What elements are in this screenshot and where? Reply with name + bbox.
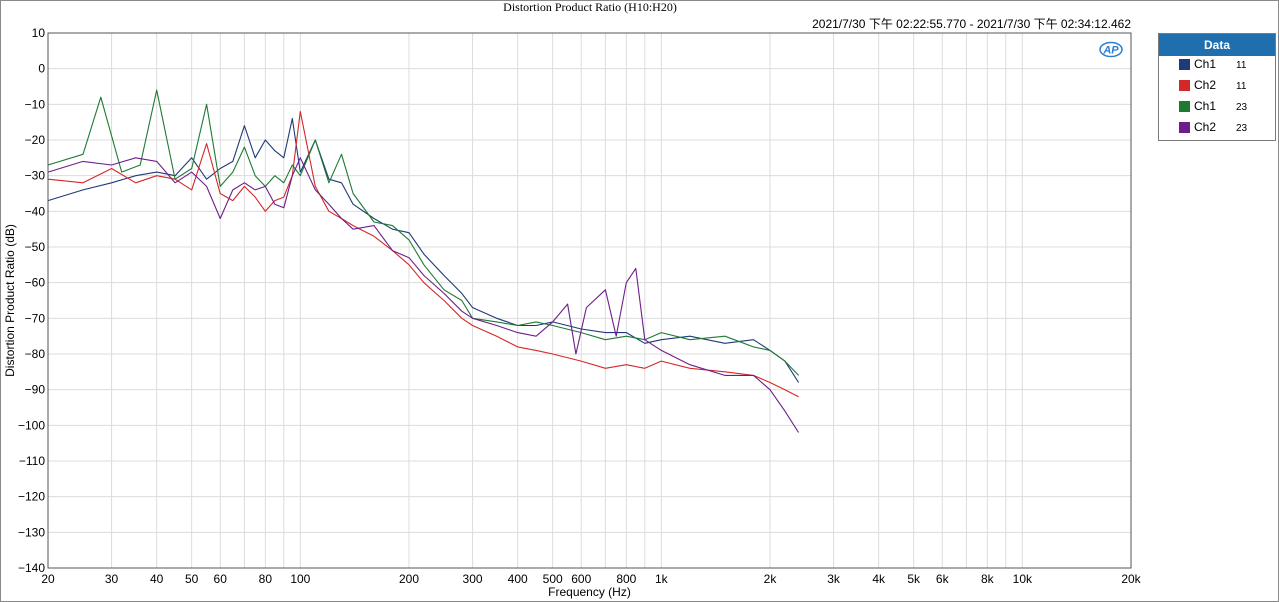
legend-sublabel: 11 [1236,81,1247,92]
x-tick-label: 600 [571,572,591,586]
legend-swatch [1179,101,1190,112]
x-tick-label: 800 [616,572,636,586]
y-tick-label: −120 [18,490,45,504]
x-tick-label: 100 [290,572,310,586]
legend-sublabel: 23 [1236,102,1248,113]
y-tick-label: −110 [19,454,45,468]
y-tick-label: −10 [25,97,46,111]
x-tick-label: 20 [41,572,55,586]
x-tick-label: 10k [1013,572,1033,586]
y-tick-label: −100 [18,418,45,432]
legend-sublabel: 23 [1236,123,1248,134]
y-tick-label: −50 [25,240,46,254]
y-tick-label: −140 [18,561,45,575]
svg-text:AP: AP [1102,45,1119,57]
series-line-3 [47,89,799,376]
x-tick-label: 5k [907,572,921,586]
y-tick-label: −30 [25,169,46,183]
x-tick-label: 60 [214,572,228,586]
legend-sublabel: 11 [1236,60,1247,71]
x-tick-label: 50 [185,572,199,586]
y-tick-label: −60 [25,276,46,290]
legend-swatch [1179,80,1190,91]
legend-label: Ch2 [1194,120,1217,134]
y-tick-label: −80 [25,347,46,361]
legend-item[interactable]: Ch2 23 [1159,119,1275,140]
x-tick-label: 80 [259,572,273,586]
chart-title: Distortion Product Ratio (H10:H20) [503,0,677,14]
series-lines [47,89,800,433]
x-tick-label: 20k [1121,572,1141,586]
legend-label: Ch2 [1194,78,1217,92]
legend-label: Ch1 [1194,99,1217,113]
series-line-1 [47,118,800,383]
legend: Data Ch1 11 Ch2 11 Ch1 23 Ch2 23 [1158,33,1276,141]
y-tick-label: −40 [25,204,46,218]
chart-timestamp: 2021/7/30 下午 02:22:55.770 - 2021/7/30 下午… [812,17,1131,31]
x-tick-label: 200 [399,572,419,586]
legend-item[interactable]: Ch1 23 [1159,98,1275,119]
legend-title: Data [1159,34,1275,56]
series-line-2 [47,110,799,398]
ap-logo-icon: AP [1099,41,1123,58]
y-tick-label: 10 [32,26,46,40]
x-tick-label: 500 [543,572,563,586]
x-tick-label: 1k [655,572,669,586]
y-tick-labels: 10 0 −10 −20 −30 −40 −50 −60 −70 −80 −90 −100 −110 −1… [18,26,45,575]
y-axis-label: Distortion Product Ratio (dB) [3,224,17,377]
grid [47,32,1132,569]
legend-item[interactable]: Ch2 11 [1159,77,1275,98]
x-tick-label: 40 [150,572,164,586]
x-tick-label: 4k [872,572,886,586]
y-tick-label: −90 [25,383,46,397]
x-tick-label: 30 [105,572,119,586]
series-line-4 [47,157,800,433]
y-tick-label: −20 [25,133,46,147]
legend-item[interactable]: Ch1 11 [1159,56,1275,77]
x-tick-labels: 20 30 40 50 60 80 100 200 300 400 500 600 800 1k 2k 3k 4… [41,572,1141,586]
x-tick-label: 2k [764,572,778,586]
x-tick-label: 3k [827,572,841,586]
y-tick-label: −70 [25,311,46,325]
legend-swatch [1179,59,1190,70]
legend-label: Ch1 [1194,57,1217,71]
y-tick-label: −130 [18,525,45,539]
y-tick-label: 0 [38,62,45,76]
x-tick-label: 400 [508,572,528,586]
x-tick-label: 8k [981,572,995,586]
x-tick-label: 6k [936,572,950,586]
x-axis-label: Frequency (Hz) [548,585,631,599]
plot-border [47,32,1132,569]
x-tick-label: 300 [463,572,483,586]
legend-swatch [1179,122,1190,133]
